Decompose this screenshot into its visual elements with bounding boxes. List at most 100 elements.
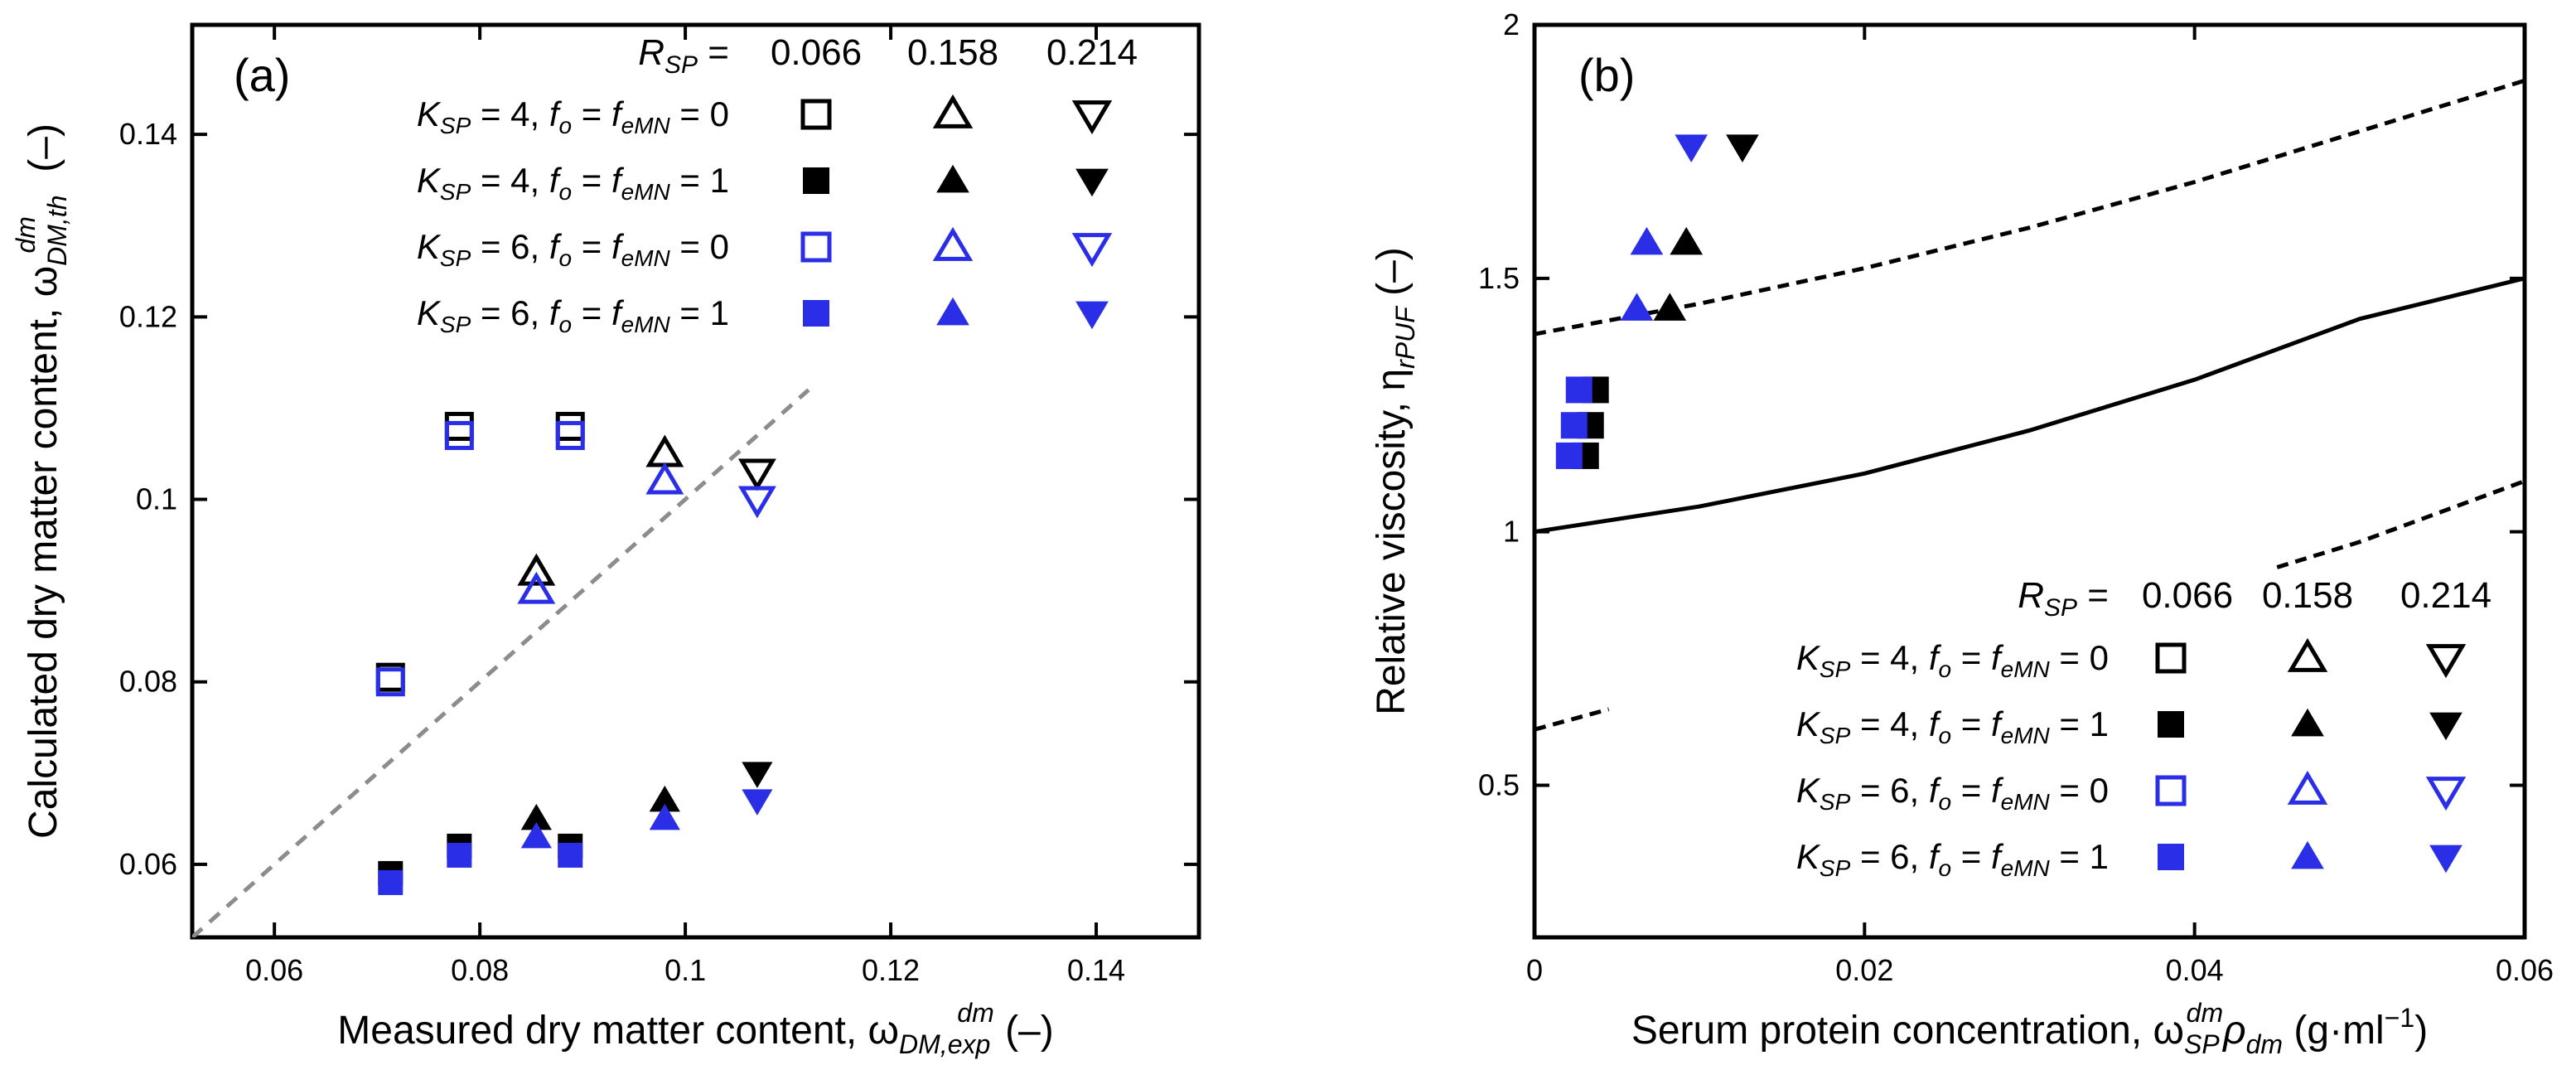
y-tick-label: 0.12 bbox=[119, 299, 177, 333]
legend-row-label: KSP = 4, fo = feMN = 1 bbox=[1796, 704, 2109, 748]
curve-lower-bound-right bbox=[2276, 479, 2525, 569]
data-point-square bbox=[1560, 412, 1588, 439]
y-axis-label: Calculated dry matter content, ωDM,thdm … bbox=[11, 123, 72, 839]
data-point-square bbox=[375, 667, 405, 697]
legend-marker-triangle-up bbox=[2287, 770, 2328, 805]
legend-marker-triangle-down bbox=[2429, 712, 2462, 741]
legend-marker-triangle-up bbox=[2291, 840, 2324, 869]
x-tick-label: 0.08 bbox=[451, 953, 509, 987]
data-point-square bbox=[1555, 442, 1583, 469]
legend-marker-square bbox=[803, 300, 829, 327]
y-tick-label: 0.08 bbox=[119, 665, 177, 699]
x-tick-label: 0.04 bbox=[2166, 953, 2224, 987]
legend-rsp-value: 0.158 bbox=[2262, 575, 2353, 616]
data-point-square bbox=[555, 411, 585, 441]
data-point-triangle-up bbox=[517, 571, 556, 604]
curve-upper-bound bbox=[1534, 78, 2525, 336]
legend-marker-triangle-up bbox=[932, 94, 974, 128]
data-point-triangle-up bbox=[645, 434, 684, 467]
x-axis-label: Serum protein concentration, ωSPdmρdm (g… bbox=[1631, 998, 2428, 1059]
legend-marker-triangle-up bbox=[2287, 637, 2328, 672]
data-layer bbox=[1534, 78, 2525, 732]
data-point-triangle-down bbox=[1726, 134, 1759, 162]
legend-row-label: KSP = 4, fo = feMN = 0 bbox=[417, 94, 729, 138]
legend-marker-square bbox=[2155, 642, 2187, 674]
panel-label: (a) bbox=[234, 49, 290, 101]
legend-marker-triangle-down bbox=[2425, 644, 2467, 679]
panel-label: (b) bbox=[1578, 49, 1635, 101]
x-tick-label: 0.06 bbox=[245, 953, 303, 987]
legend-rsp-title: RSP = bbox=[2018, 575, 2109, 622]
legend-rsp-title: RSP = bbox=[638, 32, 729, 79]
y-tick-label: 1.5 bbox=[1478, 261, 1520, 295]
data-point-square bbox=[378, 869, 404, 895]
legend-marker-triangle-down bbox=[1071, 233, 1113, 268]
data-point-triangle-down bbox=[1675, 134, 1708, 162]
legend-row-label: KSP = 6, fo = feMN = 1 bbox=[1796, 837, 2109, 881]
y-axis-label: Relative viscosity, ηrPUF (–) bbox=[1370, 247, 1420, 715]
data-point-triangle-up bbox=[1620, 293, 1654, 321]
legend-row-label: KSP = 6, fo = feMN = 1 bbox=[417, 293, 729, 337]
legend-rsp-value: 0.066 bbox=[771, 32, 862, 73]
data-point-triangle-up bbox=[517, 553, 556, 586]
data-point-square bbox=[555, 420, 585, 450]
curve-model bbox=[1534, 276, 2525, 535]
legend-marker-square bbox=[800, 231, 832, 263]
panel-a-chart: 0.06 0.08 0.1 0.12 0.14 0.06 0.08 0.1 0.12 0.14 (a… bbox=[11, 22, 1201, 1059]
data-point-triangle-up bbox=[649, 785, 680, 812]
data-point-triangle-down bbox=[742, 789, 773, 816]
y-tick-label: 0.06 bbox=[119, 847, 177, 881]
x-tick-label: 0.12 bbox=[862, 953, 920, 987]
data-point-triangle-up bbox=[520, 803, 552, 830]
legend-marker-triangle-down bbox=[1075, 301, 1109, 330]
data-point-square bbox=[558, 842, 583, 868]
legend-row-label: KSP = 4, fo = feMN = 0 bbox=[1796, 638, 2109, 682]
legend-marker-triangle-down bbox=[2429, 845, 2462, 874]
x-tick-label: 0.02 bbox=[1835, 953, 1893, 987]
legend-marker-square bbox=[800, 99, 832, 130]
plot-frame bbox=[190, 22, 1201, 940]
legend-marker-triangle-up bbox=[932, 226, 974, 261]
data-point-triangle-up bbox=[645, 462, 684, 495]
legend-marker-triangle-down bbox=[1075, 168, 1109, 197]
legend-row-label: KSP = 6, fo = feMN = 0 bbox=[417, 227, 729, 271]
legend-marker-triangle-up bbox=[2291, 708, 2324, 737]
y-tick-label: 2 bbox=[1503, 7, 1520, 41]
legend-marker-square bbox=[2155, 775, 2187, 806]
curve-lower-bound-left bbox=[1534, 707, 1610, 732]
legend-rsp-value: 0.214 bbox=[1046, 32, 1138, 73]
legend-marker-square bbox=[2158, 711, 2184, 738]
data-point-triangle-down bbox=[737, 486, 776, 519]
data-point-triangle-down bbox=[742, 762, 773, 788]
legend-marker-triangle-up bbox=[936, 164, 969, 193]
plot-frame bbox=[1532, 22, 2527, 940]
x-tick-label: 0.06 bbox=[2496, 953, 2554, 987]
data-point-triangle-up bbox=[649, 803, 680, 830]
data-point-triangle-up bbox=[1630, 226, 1664, 255]
legend-rsp-value: 0.158 bbox=[907, 32, 998, 73]
legend-row-label: KSP = 4, fo = feMN = 1 bbox=[417, 161, 729, 205]
x-axis-label: Measured dry matter content, ωDM,expdm (… bbox=[337, 998, 1053, 1059]
y-tick-label: 1 bbox=[1503, 515, 1520, 549]
data-point-triangle-up bbox=[520, 821, 552, 849]
legend-rsp-value: 0.214 bbox=[2400, 575, 2491, 616]
panel-b-chart: 0 0.02 0.04 0.06 0.5 1 1.5 2 (b) RSP = 0.066 0.158 0… bbox=[1370, 7, 2554, 1059]
data-point-triangle-up bbox=[1670, 226, 1704, 255]
y-tick-label: 0.14 bbox=[119, 117, 177, 151]
data-layer bbox=[192, 388, 810, 937]
legend-marker-square bbox=[803, 167, 829, 194]
x-tick-label: 0.14 bbox=[1067, 953, 1125, 987]
legend-marker-square bbox=[2158, 844, 2184, 870]
parity-line bbox=[192, 388, 810, 937]
data-point-triangle-up bbox=[1653, 293, 1687, 321]
y-tick-label: 0.1 bbox=[136, 482, 177, 516]
legend-rsp-value: 0.066 bbox=[2142, 575, 2233, 616]
legend-marker-triangle-down bbox=[2425, 777, 2467, 811]
legend-row-label: KSP = 6, fo = feMN = 0 bbox=[1796, 771, 2109, 815]
data-point-square bbox=[447, 842, 472, 868]
data-point-triangle-down bbox=[737, 458, 776, 491]
x-tick-label: 0.1 bbox=[665, 953, 706, 987]
y-tick-label: 0.5 bbox=[1478, 768, 1520, 802]
x-tick-label: 0 bbox=[1526, 953, 1543, 987]
